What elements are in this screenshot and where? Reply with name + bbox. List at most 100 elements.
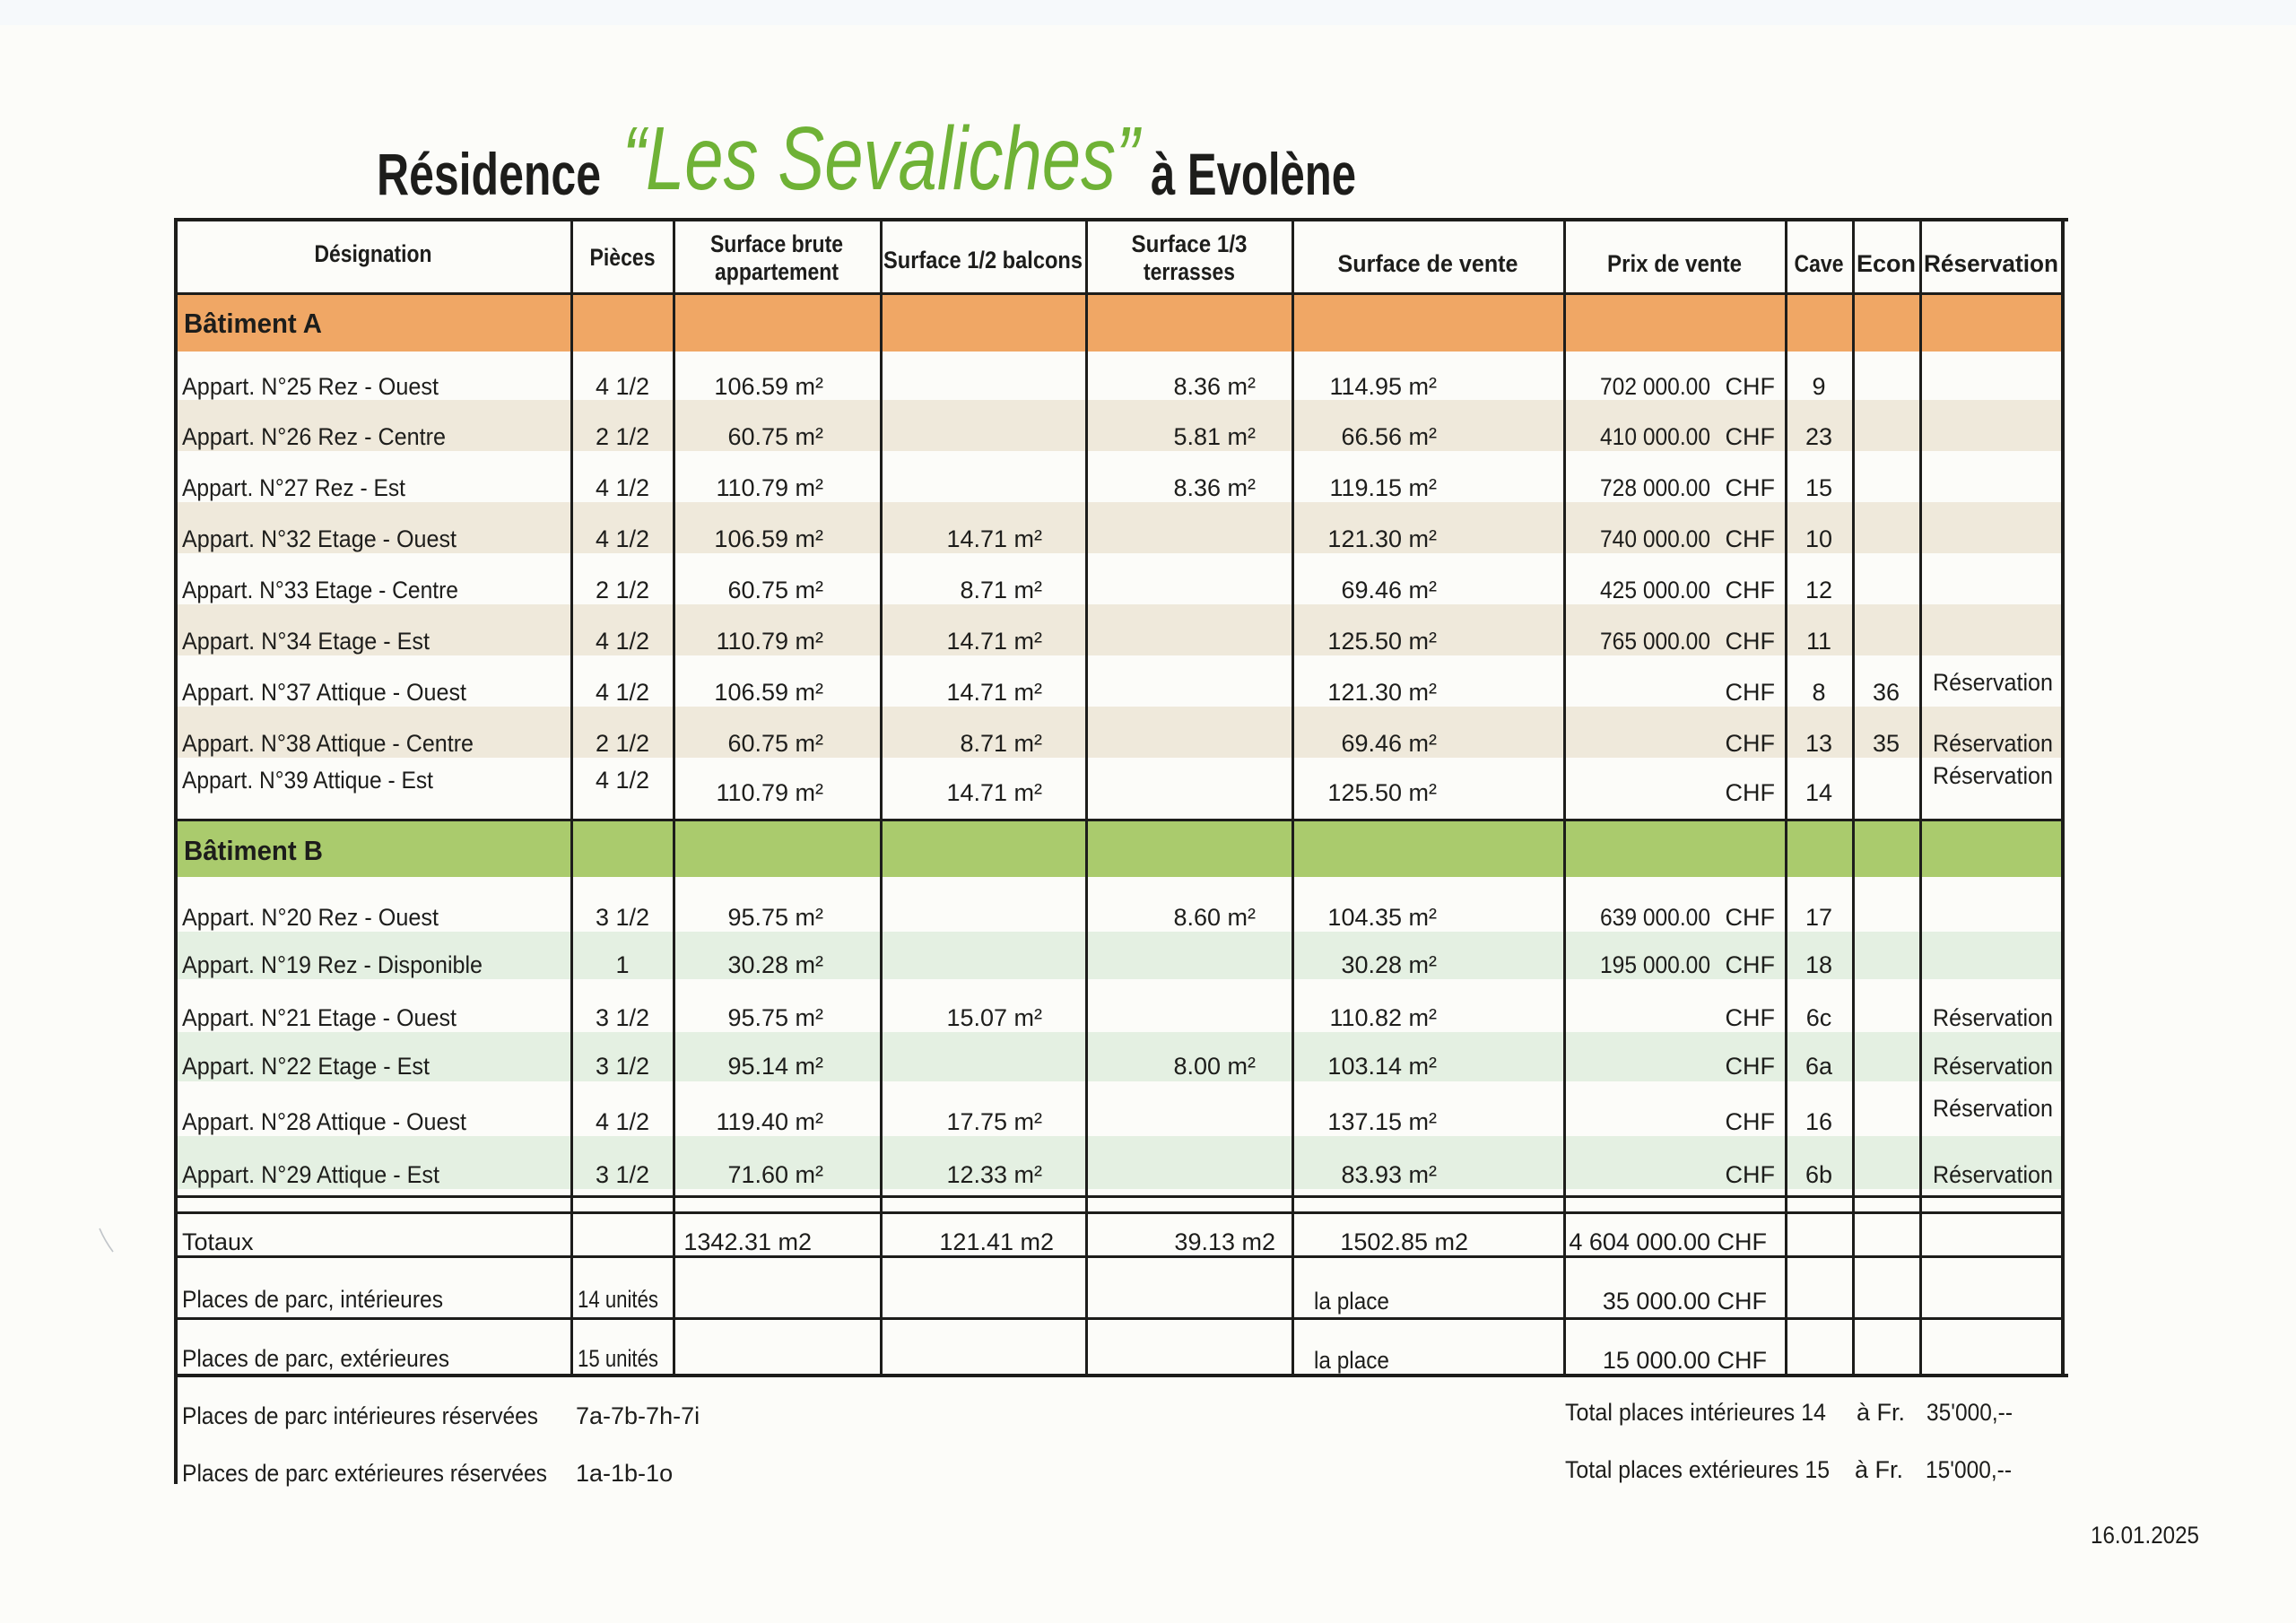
svg-text:4 1/2: 4 1/2: [596, 1108, 649, 1135]
svg-text:Appart. N°27 Rez - Est: Appart. N°27 Rez - Est: [182, 474, 405, 501]
svg-text:Appart. N°22 Etage - Est: Appart. N°22 Etage - Est: [182, 1053, 430, 1080]
svg-text:CHF: CHF: [1726, 1004, 1776, 1031]
svg-text:5.81 m²: 5.81 m²: [1173, 423, 1256, 450]
svg-text:8.00 m²: 8.00 m²: [1173, 1053, 1256, 1080]
svg-text:à Evolène: à Evolène: [1151, 141, 1356, 207]
svg-text:1: 1: [615, 951, 629, 978]
svg-text:Bâtiment A: Bâtiment A: [184, 308, 322, 339]
svg-text:Places de parc, extérieures: Places de parc, extérieures: [182, 1345, 449, 1372]
svg-text:Appart. N°38 Attique - Centre: Appart. N°38 Attique - Centre: [182, 730, 474, 757]
svg-text:16.01.2025: 16.01.2025: [2091, 1522, 2199, 1549]
svg-text:6b: 6b: [1805, 1161, 1832, 1188]
svg-text:9: 9: [1812, 373, 1825, 400]
svg-text:Total places extérieures 15: Total places extérieures 15: [1565, 1456, 1830, 1483]
svg-text:39.13 m2: 39.13 m2: [1174, 1228, 1275, 1255]
svg-text:15: 15: [1805, 474, 1832, 501]
svg-text:Appart. N°19 Rez - Disponible: Appart. N°19 Rez - Disponible: [182, 951, 483, 978]
svg-text:30.28 m²: 30.28 m²: [727, 951, 823, 978]
svg-text:à Fr.: à Fr.: [1855, 1456, 1903, 1483]
svg-text:Cave: Cave: [1795, 250, 1844, 277]
svg-text:Appart. N°33 Etage - Centre: Appart. N°33 Etage - Centre: [182, 577, 458, 603]
svg-text:CHF: CHF: [1726, 730, 1776, 757]
svg-text:18: 18: [1805, 951, 1832, 978]
svg-text:4 604 000.00 CHF: 4 604 000.00 CHF: [1569, 1228, 1767, 1255]
svg-text:CHF: CHF: [1726, 423, 1776, 450]
svg-text:35 000.00 CHF: 35 000.00 CHF: [1603, 1288, 1767, 1315]
svg-text:Pièces: Pièces: [590, 244, 656, 271]
svg-text:103.14 m²: 103.14 m²: [1327, 1053, 1437, 1080]
svg-text:3 1/2: 3 1/2: [596, 1053, 649, 1080]
svg-text:119.15 m²: 119.15 m²: [1329, 474, 1437, 501]
svg-text:4 1/2: 4 1/2: [596, 628, 649, 655]
svg-text:Appart. N°28 Attique - Ouest: Appart. N°28 Attique - Ouest: [182, 1108, 466, 1135]
svg-text:2 1/2: 2 1/2: [596, 423, 649, 450]
svg-text:106.59 m²: 106.59 m²: [714, 679, 823, 706]
svg-text:Places de parc, intérieures: Places de parc, intérieures: [182, 1286, 443, 1313]
svg-text:95.75 m²: 95.75 m²: [727, 1004, 823, 1031]
svg-text:110.79 m²: 110.79 m²: [716, 628, 823, 655]
svg-text:69.46 m²: 69.46 m²: [1341, 730, 1437, 757]
svg-text:83.93 m²: 83.93 m²: [1341, 1161, 1437, 1188]
svg-text:23: 23: [1805, 423, 1832, 450]
svg-text:“Les Sevaliches”: “Les Sevaliches”: [622, 108, 1143, 209]
svg-text:30.28 m²: 30.28 m²: [1341, 951, 1437, 978]
svg-text:Réservation: Réservation: [1933, 1161, 2053, 1188]
svg-text:Appart. N°37 Attique - Ouest: Appart. N°37 Attique - Ouest: [182, 679, 466, 706]
svg-text:Appart. N°21 Etage - Ouest: Appart. N°21 Etage - Ouest: [182, 1004, 457, 1031]
svg-text:7a-7b-7h-7i: 7a-7b-7h-7i: [576, 1402, 700, 1429]
svg-text:6c: 6c: [1806, 1004, 1832, 1031]
svg-text:110.79 m²: 110.79 m²: [716, 474, 823, 501]
svg-text:36: 36: [1873, 679, 1900, 706]
svg-text:CHF: CHF: [1726, 779, 1776, 806]
svg-text:Appart. N°26 Rez - Centre: Appart. N°26 Rez - Centre: [182, 423, 446, 450]
svg-text:121.30 m²: 121.30 m²: [1327, 679, 1437, 706]
svg-text:95.14 m²: 95.14 m²: [727, 1053, 823, 1080]
svg-text:8: 8: [1812, 679, 1825, 706]
svg-text:106.59 m²: 106.59 m²: [714, 373, 823, 400]
svg-text:Surface de vente: Surface de vente: [1338, 250, 1518, 277]
svg-text:CHF: CHF: [1726, 373, 1776, 400]
svg-text:1342.31 m2: 1342.31 m2: [683, 1228, 812, 1255]
svg-text:106.59 m²: 106.59 m²: [714, 525, 823, 552]
svg-text:17: 17: [1805, 904, 1832, 931]
svg-text:Totaux: Totaux: [182, 1228, 254, 1255]
svg-text:740 000.00: 740 000.00: [1600, 525, 1710, 552]
svg-text:terrasses: terrasses: [1144, 258, 1235, 285]
svg-text:125.50 m²: 125.50 m²: [1327, 628, 1437, 655]
svg-text:Appart. N°25 Rez - Ouest: Appart. N°25 Rez - Ouest: [182, 373, 439, 400]
svg-text:CHF: CHF: [1726, 525, 1776, 552]
svg-text:CHF: CHF: [1726, 1108, 1776, 1135]
svg-text:60.75 m²: 60.75 m²: [727, 423, 823, 450]
svg-text:CHF: CHF: [1726, 1053, 1776, 1080]
svg-text:1a-1b-1o: 1a-1b-1o: [576, 1460, 673, 1487]
svg-text:60.75 m²: 60.75 m²: [727, 577, 823, 603]
svg-text:4 1/2: 4 1/2: [596, 373, 649, 400]
svg-text:15 000.00 CHF: 15 000.00 CHF: [1603, 1347, 1767, 1374]
svg-text:15'000,--: 15'000,--: [1926, 1456, 2012, 1483]
svg-text:Surface brute: Surface brute: [710, 230, 843, 257]
svg-text:639 000.00: 639 000.00: [1600, 904, 1710, 931]
svg-text:CHF: CHF: [1726, 1161, 1776, 1188]
svg-text:12: 12: [1805, 577, 1832, 603]
svg-text:8.60 m²: 8.60 m²: [1173, 904, 1256, 931]
svg-text:69.46 m²: 69.46 m²: [1341, 577, 1437, 603]
svg-text:Désignation: Désignation: [315, 240, 432, 267]
svg-text:60.75 m²: 60.75 m²: [727, 730, 823, 757]
svg-text:Places de parc intérieures rés: Places de parc intérieures réservées: [182, 1402, 538, 1429]
svg-text:114.95 m²: 114.95 m²: [1329, 373, 1437, 400]
svg-text:Résidence: Résidence: [377, 141, 601, 207]
svg-text:Réservation: Réservation: [1924, 250, 2058, 277]
svg-text:121.41 m2: 121.41 m2: [939, 1228, 1054, 1255]
svg-text:la place: la place: [1314, 1288, 1389, 1315]
svg-text:17.75 m²: 17.75 m²: [946, 1108, 1042, 1135]
svg-text:1502.85 m2: 1502.85 m2: [1340, 1228, 1468, 1255]
svg-text:CHF: CHF: [1726, 628, 1776, 655]
svg-text:66.56 m²: 66.56 m²: [1341, 423, 1437, 450]
svg-text:Réservation: Réservation: [1933, 730, 2053, 757]
svg-text:4 1/2: 4 1/2: [596, 679, 649, 706]
svg-text:14.71 m²: 14.71 m²: [946, 679, 1042, 706]
svg-text:14.71 m²: 14.71 m²: [946, 779, 1042, 806]
svg-text:16: 16: [1805, 1108, 1832, 1135]
svg-text:2 1/2: 2 1/2: [596, 730, 649, 757]
svg-text:14.71 m²: 14.71 m²: [946, 525, 1042, 552]
